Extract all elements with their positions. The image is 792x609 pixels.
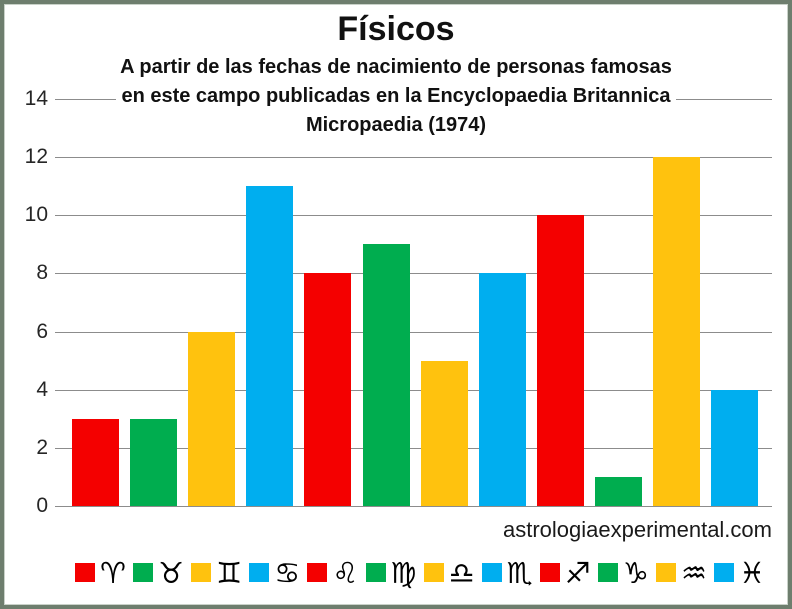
legend-swatch-virgo [365, 563, 386, 582]
legend-swatch-sagitario [539, 563, 560, 582]
chart-subtitle: A partir de las fechas de nacimiento de … [4, 53, 788, 140]
leo-icon: ♌ [332, 556, 359, 590]
bar-cancer [246, 186, 294, 506]
legend-item-sagitario: ♐ [539, 555, 594, 591]
gridline-10 [55, 215, 772, 217]
capricornio-icon: ♑ [622, 556, 649, 590]
y-tick-label-2: 2 [36, 435, 48, 459]
legend-item-capricornio: ♑ [597, 555, 652, 591]
geminis-icon: ♊ [216, 556, 243, 590]
bar-geminis [188, 331, 236, 506]
gridline-0 [55, 506, 772, 507]
bar-capricornio [594, 476, 642, 506]
libra-icon: ♎ [448, 556, 475, 590]
gridline-12 [55, 157, 772, 159]
chart-title: Físicos [337, 10, 455, 48]
legend-item-aries: ♈ [75, 555, 129, 591]
legend-swatch-cancer [249, 563, 270, 582]
y-tick-label-0: 0 [36, 494, 48, 517]
gridline-2 [55, 447, 772, 449]
legend-item-piscis: ♓ [714, 555, 768, 591]
legend-item-acuario: ♒ [656, 555, 710, 591]
virgo-icon: ♍ [390, 556, 417, 590]
gridline-4 [55, 389, 772, 391]
legend-swatch-aries [75, 563, 95, 582]
bar-piscis [711, 389, 759, 506]
aries-icon: ♈ [100, 556, 126, 590]
bar-escorpio [478, 273, 526, 506]
legend-item-cancer: ♋ [249, 555, 303, 591]
escorpio-icon: ♏ [506, 556, 533, 590]
legend-swatch-tauro [133, 563, 154, 582]
subtitle-line-2: en este campo publicadas en la Encyclopa… [4, 82, 788, 111]
legend-item-tauro: ♉ [133, 555, 187, 591]
bar-tauro [130, 418, 178, 506]
legend-item-escorpio: ♏ [481, 555, 536, 591]
y-tick-label-12: 12 [24, 145, 48, 169]
legend-swatch-libra [423, 563, 444, 582]
legend-swatch-capricornio [597, 563, 618, 582]
legend-swatch-geminis [191, 563, 212, 582]
y-tick-label-10: 10 [24, 203, 48, 227]
bar-sagitario [536, 215, 584, 506]
watermark: astrologiaexperimental.com [502, 517, 772, 542]
piscis-icon: ♓ [739, 556, 766, 590]
legend-item-libra: ♎ [423, 555, 478, 591]
subtitle-line-1: A partir de las fechas de nacimiento de … [4, 53, 788, 82]
bar-virgo [362, 244, 410, 506]
plot-area: 0 2 4 6 8 10 12 14 [4, 4, 788, 605]
bar-acuario [653, 157, 700, 506]
bar-aries [72, 418, 119, 506]
sagitario-icon: ♐ [564, 556, 591, 590]
y-tick-label-4: 4 [36, 377, 48, 401]
bar-libra [420, 360, 468, 506]
legend-swatch-acuario [656, 563, 676, 582]
legend-item-leo: ♌ [307, 555, 361, 591]
gridline-8 [55, 273, 772, 275]
y-tick-label-14: 14 [24, 87, 48, 111]
subtitle-line-3: Micropaedia (1974) [4, 111, 788, 140]
legend-item-virgo: ♍ [365, 555, 420, 591]
legend: ♈ ♉ ♊ ♋ ♌ ♍ ♎ ♏ ♐ ♑ ♒ ♓ [4, 4, 788, 605]
legend-swatch-leo [307, 563, 328, 582]
y-tick-label-8: 8 [36, 261, 48, 285]
y-tick-label-6: 6 [36, 319, 48, 343]
cancer-icon: ♋ [274, 556, 301, 590]
legend-item-geminis: ♊ [191, 555, 245, 591]
legend-swatch-piscis [714, 563, 735, 582]
gridline-6 [55, 331, 772, 333]
bar-leo [304, 273, 352, 506]
legend-swatch-escorpio [481, 563, 502, 582]
tauro-icon: ♉ [158, 556, 185, 590]
acuario-icon: ♒ [681, 556, 707, 590]
